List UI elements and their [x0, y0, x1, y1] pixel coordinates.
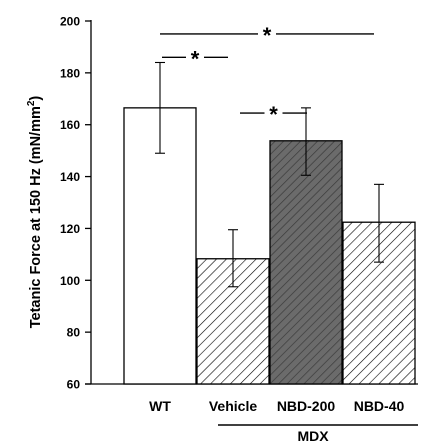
y-tick-label-60: 60: [67, 378, 81, 392]
sig-star: *: [191, 46, 200, 71]
y-tick-label-120: 120: [60, 222, 80, 236]
group-annotation: MDX: [218, 424, 418, 442]
y-axis-label: Tetanic Force at 150 Hz (mN/mm2): [26, 96, 44, 329]
bars-group: [123, 107, 416, 385]
y-tick-label-80: 80: [67, 326, 81, 340]
sig-star: *: [269, 102, 278, 127]
y-tick-label-140: 140: [60, 170, 80, 184]
significance-2: *: [240, 102, 307, 127]
significance-annotations: * * *: [160, 23, 374, 127]
y-tick-label-160: 160: [60, 118, 80, 132]
error-bars-group: [155, 61, 384, 288]
error-bar-vehicle: [228, 229, 238, 288]
bar-wt: [123, 107, 197, 385]
y-tick-label-100: 100: [60, 274, 80, 288]
significance-1: *: [162, 46, 228, 71]
x-label-vehicle: Vehicle: [209, 398, 257, 414]
group-label-mdx: MDX: [297, 428, 329, 442]
x-label-nbd-200: NBD-200: [277, 398, 336, 414]
y-tick-label-200: 200: [60, 15, 80, 29]
sig-star: *: [263, 23, 272, 48]
bar-nbd-200: [269, 140, 343, 385]
x-label-wt: WT: [149, 398, 171, 414]
error-bar-nbd-40: [374, 183, 384, 263]
x-label-nbd-40: NBD-40: [354, 398, 405, 414]
significance-0: *: [160, 23, 374, 48]
error-bar-nbd-200: [301, 107, 311, 176]
y-tick-label-180: 180: [60, 66, 80, 80]
y-axis-label-superscript: 2: [26, 100, 37, 106]
x-tick-labels: WT Vehicle NBD-200 NBD-40: [149, 398, 404, 414]
error-bar-wt: [155, 61, 165, 154]
